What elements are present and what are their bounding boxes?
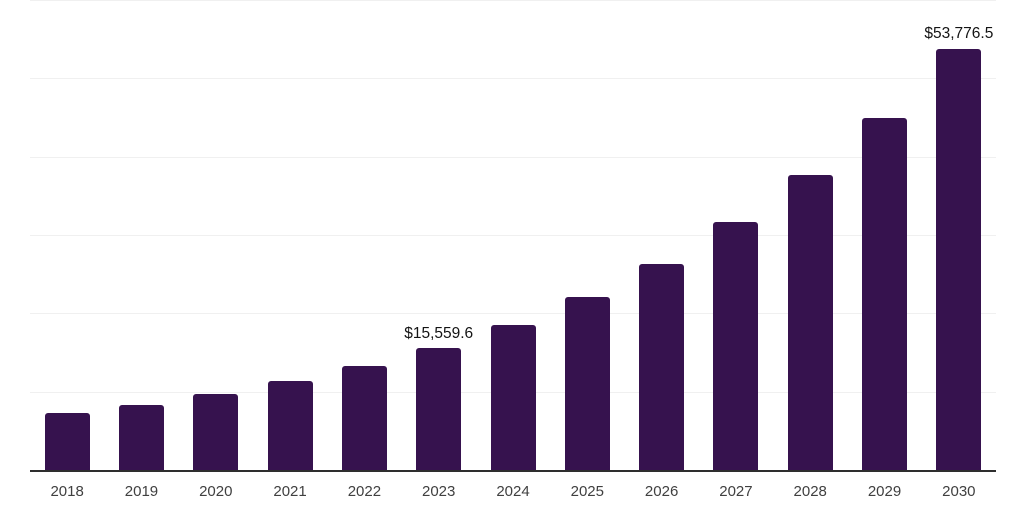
gridline-20000 (30, 313, 996, 315)
x-tick-2019: 2019 (124, 483, 159, 500)
bar-2029 (862, 118, 908, 470)
x-tick-2030: 2030 (942, 483, 976, 500)
gridline-40000 (30, 156, 996, 158)
bar-2018 (44, 412, 90, 470)
x-tick-2018: 2018 (50, 483, 84, 500)
bar-2023 (416, 348, 462, 470)
bar-2019 (118, 404, 164, 470)
x-tick-2025: 2025 (570, 483, 604, 500)
x-tick-2023: 2023 (422, 483, 456, 500)
bar-2026 (639, 264, 685, 470)
x-tick-2021: 2021 (273, 483, 307, 500)
bar-2030 (936, 48, 982, 470)
x-tick-2024: 2024 (496, 483, 530, 500)
x-tick-2026: 2026 (644, 483, 679, 500)
bar-2025 (564, 297, 610, 470)
x-tick-2022: 2022 (347, 483, 382, 500)
gridline-30000 (30, 235, 996, 236)
bar-2028 (787, 174, 833, 470)
gridline-60000 (30, 0, 996, 1)
bar-2021 (267, 381, 313, 470)
x-tick-2029: 2029 (867, 483, 902, 500)
x-tick-2020: 2020 (199, 483, 233, 500)
bar-2027 (713, 222, 759, 470)
bar-2022 (341, 366, 387, 470)
bar-2024 (490, 325, 536, 470)
plot-area: $15,559.6 $53,776.5 (30, 0, 996, 472)
x-tick-2027: 2027 (719, 483, 753, 500)
data-label-2030: $53,776.5 (924, 25, 994, 43)
data-label-2023: $15,559.6 (404, 324, 474, 342)
x-tick-2028: 2028 (793, 483, 827, 500)
gridline-50000 (30, 78, 996, 80)
bar-2020 (193, 394, 239, 470)
